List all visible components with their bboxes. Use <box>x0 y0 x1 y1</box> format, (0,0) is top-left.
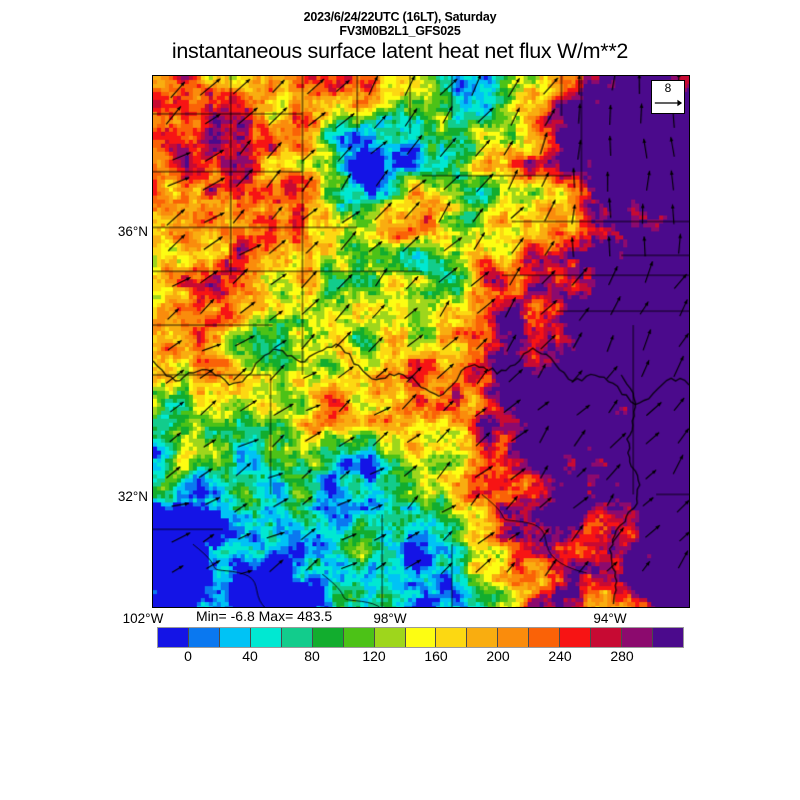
colorbar-band-5 <box>312 628 344 647</box>
colorbar-tick-0: 0 <box>184 648 192 664</box>
colorbar-band-14 <box>591 628 623 647</box>
lat-label-36n: 36°N <box>117 224 148 239</box>
colorbar-band-8 <box>405 628 437 647</box>
model-subtitle: FV3M0B2L1_GFS025 <box>339 24 461 38</box>
colorbar-band-16 <box>653 628 683 647</box>
colorbar-band-12 <box>529 628 561 647</box>
map-plot-area[interactable]: 8 <box>152 75 690 608</box>
arrow-right-icon <box>654 99 683 107</box>
colorbar-band-1 <box>188 628 220 647</box>
lon-label-102w: 102°W <box>122 611 164 626</box>
reference-vector-value: 8 <box>664 81 672 95</box>
colorbar <box>157 627 684 648</box>
colorbar-tick-240: 240 <box>548 648 572 664</box>
colorbar-band-0 <box>158 628 189 647</box>
colorbar-band-7 <box>374 628 406 647</box>
page-title: instantaneous surface latent heat net fl… <box>171 39 629 63</box>
colorbar-tick-labels: 0 40 80 120 160 200 240 280 <box>157 648 684 666</box>
flux-heatmap-canvas <box>153 76 689 607</box>
colorbar-band-9 <box>436 628 468 647</box>
lon-label-94w: 94°W <box>593 611 627 626</box>
colorbar-band-10 <box>467 628 499 647</box>
colorbar-band-3 <box>250 628 282 647</box>
colorbar-tick-200: 200 <box>486 648 510 664</box>
colorbar-band-6 <box>343 628 375 647</box>
colorbar-band-15 <box>622 628 653 647</box>
colorbar-tick-40: 40 <box>242 648 258 664</box>
reference-vector-legend: 8 <box>651 80 685 114</box>
minmax-annotation: Min= -6.8 Max= 483.5 <box>196 608 333 624</box>
colorbar-band-13 <box>560 628 592 647</box>
colorbar-tick-160: 160 <box>424 648 448 664</box>
colorbar-tick-280: 280 <box>610 648 634 664</box>
lon-label-98w: 98°W <box>373 611 407 626</box>
lat-label-32n: 32°N <box>117 489 148 504</box>
colorbar-band-11 <box>498 628 530 647</box>
colorbar-tick-80: 80 <box>304 648 320 664</box>
colorbar-band-4 <box>281 628 313 647</box>
colorbar-band-2 <box>219 628 251 647</box>
date-subtitle: 2023/6/24/22UTC (16LT), Saturday <box>303 10 497 24</box>
colorbar-tick-120: 120 <box>362 648 386 664</box>
title-block: 2023/6/24/22UTC (16LT), Saturday FV3M0B2… <box>0 10 800 63</box>
